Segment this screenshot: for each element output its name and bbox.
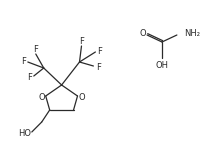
Text: OH: OH [155, 60, 169, 69]
Text: O: O [78, 93, 85, 102]
Text: O: O [140, 29, 146, 39]
Text: F: F [21, 58, 26, 67]
Text: F: F [79, 38, 84, 47]
Text: F: F [97, 48, 102, 57]
Text: O: O [38, 93, 45, 102]
Text: HO: HO [18, 128, 31, 137]
Text: F: F [33, 46, 38, 55]
Text: F: F [96, 62, 101, 71]
Text: F: F [27, 74, 32, 83]
Text: NH₂: NH₂ [184, 29, 200, 39]
